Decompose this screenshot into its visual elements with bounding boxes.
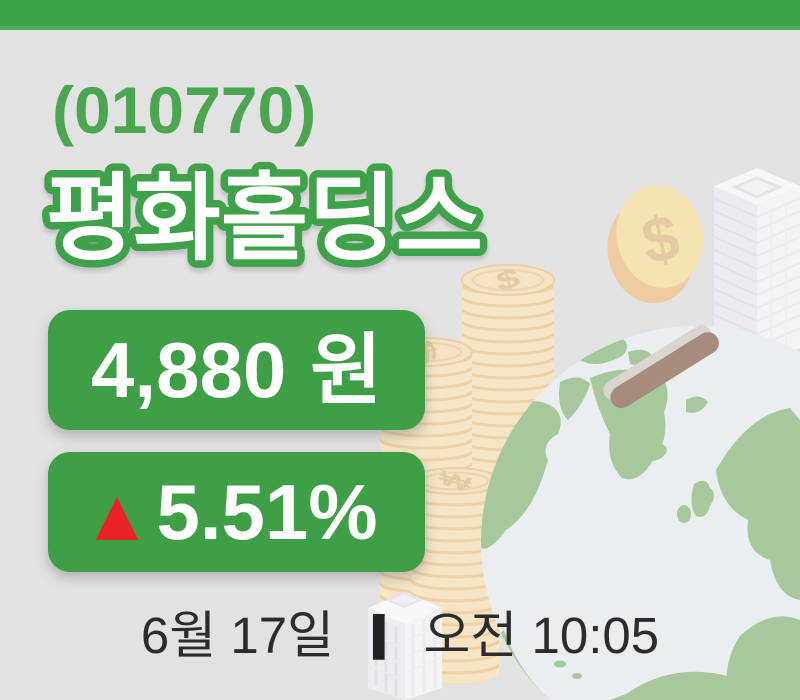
dollar-coin-icon: $ bbox=[607, 184, 704, 304]
divider-bar: | bbox=[365, 606, 392, 660]
price-value: 4,880 bbox=[91, 326, 287, 414]
price-unit: 원 bbox=[310, 326, 382, 414]
globe-piggy-bank-icon bbox=[481, 325, 800, 700]
top-accent-bar bbox=[0, 0, 800, 30]
coin-slot-icon bbox=[603, 325, 719, 409]
building-icon bbox=[368, 591, 442, 700]
skyscraper-icon bbox=[713, 168, 800, 364]
footer-datetime: 6월 17일 | 오전 10:05 bbox=[0, 604, 800, 668]
time-label: 오전 10:05 bbox=[423, 607, 660, 664]
date-label: 6월 17일 bbox=[140, 607, 335, 664]
change-card: ▲ 5.51% bbox=[48, 452, 425, 572]
up-triangle-icon: ▲ bbox=[95, 482, 139, 547]
price-card: 4,880 원 bbox=[48, 310, 425, 430]
change-percent: 5.51% bbox=[156, 468, 378, 556]
